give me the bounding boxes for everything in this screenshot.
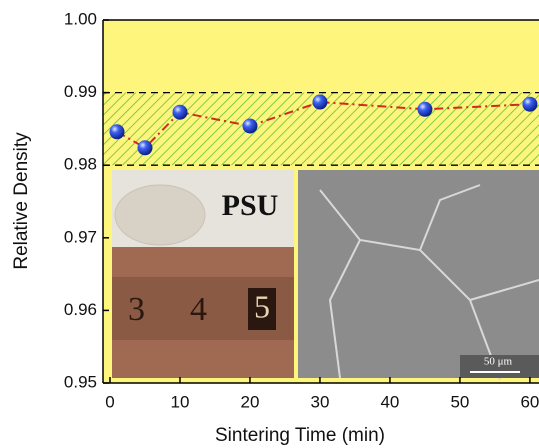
svg-text:5: 5 <box>254 288 270 324</box>
y-tick-label: 1.00 <box>64 9 97 28</box>
x-tick-label: 60 <box>520 392 539 411</box>
x-tick-label: 10 <box>171 392 190 411</box>
sem-inset <box>298 170 539 381</box>
x-tick-label: 20 <box>241 392 260 411</box>
svg-text:4: 4 <box>190 291 207 328</box>
data-point <box>522 96 538 112</box>
y-tick-label: 0.96 <box>64 300 97 319</box>
data-point <box>312 94 328 110</box>
data-point <box>109 124 125 140</box>
data-point <box>242 118 258 134</box>
x-tick-label: 50 <box>450 392 469 411</box>
annotation: 50 μm <box>484 356 513 368</box>
y-tick-label: 0.98 <box>64 155 97 174</box>
y-tick-label: 0.99 <box>64 82 97 101</box>
data-point <box>172 104 188 120</box>
annotations: PSU 50 μm <box>222 189 513 368</box>
photo-inset: 3 4 5 <box>112 170 294 378</box>
y-tick-label: 0.95 <box>64 372 97 391</box>
y-axis-label: Relative Density <box>11 132 32 270</box>
x-tick-label: 30 <box>310 392 329 411</box>
data-point <box>417 101 433 117</box>
x-tick-label: 40 <box>380 392 399 411</box>
svg-text:3: 3 <box>128 291 145 328</box>
x-axis-label: Sintering Time (min) <box>215 425 385 446</box>
y-tick-label: 0.97 <box>64 227 97 246</box>
x-tick-label: 0 <box>105 392 114 411</box>
annotation: PSU <box>222 189 279 222</box>
data-point <box>137 140 153 156</box>
